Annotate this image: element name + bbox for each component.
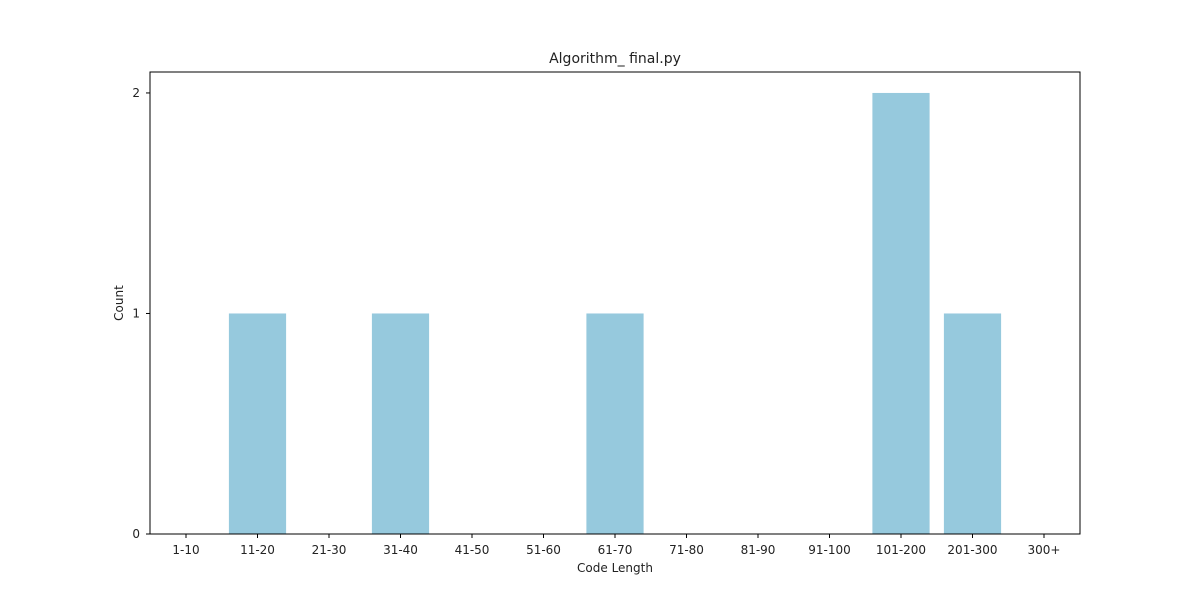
bar-31-40 bbox=[371, 313, 430, 534]
x-tick-label: 81-90 bbox=[741, 543, 776, 557]
bar-11-20 bbox=[228, 313, 287, 534]
x-tick-label: 91-100 bbox=[808, 543, 851, 557]
bar-61-70 bbox=[586, 313, 644, 534]
x-tick-label: 31-40 bbox=[383, 543, 418, 557]
bars-group bbox=[228, 92, 1002, 534]
x-axis-ticks: 1-10 11-20 21-30 31-40 41-50 51-60 61-70 71-80 8… bbox=[172, 534, 1060, 557]
y-tick-label: 0 bbox=[132, 527, 140, 541]
x-tick-label: 11-20 bbox=[240, 543, 275, 557]
x-tick-label: 201-300 bbox=[947, 543, 997, 557]
y-axis-label: Count bbox=[112, 285, 126, 321]
x-tick-label: 61-70 bbox=[598, 543, 633, 557]
x-tick-label: 300+ bbox=[1028, 543, 1061, 557]
x-tick-label: 51-60 bbox=[526, 543, 561, 557]
x-axis-label: Code Length bbox=[577, 561, 653, 575]
bar-201-300 bbox=[943, 313, 1002, 534]
y-axis-ticks: 0 1 2 bbox=[132, 86, 150, 541]
x-tick-label: 71-80 bbox=[669, 543, 704, 557]
x-tick-label: 1-10 bbox=[172, 543, 199, 557]
bar-101-200 bbox=[872, 92, 930, 534]
x-tick-label: 41-50 bbox=[455, 543, 490, 557]
x-tick-label: 101-200 bbox=[876, 543, 926, 557]
y-tick-label: 1 bbox=[132, 306, 140, 320]
y-tick-label: 2 bbox=[132, 86, 140, 100]
x-tick-label: 21-30 bbox=[312, 543, 347, 557]
chart-title: Algorithm_ final.py bbox=[549, 51, 681, 67]
